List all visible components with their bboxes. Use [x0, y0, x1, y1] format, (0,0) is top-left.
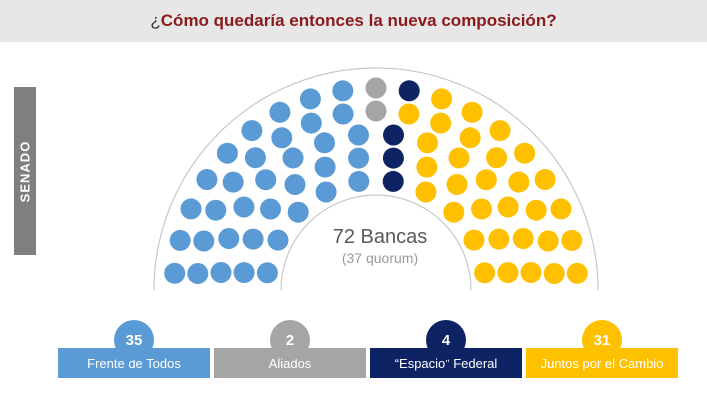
seat-dot	[543, 263, 565, 284]
legend-item-aliados: Aliados 2	[214, 320, 366, 380]
seat-dot	[332, 80, 354, 102]
seat-dot	[196, 169, 218, 190]
seat-dot	[233, 196, 255, 218]
page-title: Cómo quedaría entonces la nueva composic…	[160, 11, 557, 30]
seat-dot	[164, 262, 186, 284]
seat-dot	[241, 120, 263, 142]
seat-dot	[267, 229, 289, 251]
seat-dot	[382, 147, 404, 169]
seat-dot	[284, 174, 306, 195]
seat-dot	[566, 262, 588, 284]
legend-count: 31	[582, 320, 622, 360]
seat-dot	[512, 228, 534, 249]
seat-dot	[497, 196, 519, 218]
seat-dot	[314, 156, 336, 178]
legend-count: 4	[426, 320, 466, 360]
seat-dot	[169, 229, 191, 251]
seat-dot	[299, 88, 321, 110]
legend-item-frente-de-todos: Frente de Todos 35	[58, 320, 210, 380]
seat-total-label: 72 Bancas	[332, 226, 428, 248]
legend-count: 35	[114, 320, 154, 360]
seat-dot	[489, 120, 511, 142]
seat-dot	[448, 147, 470, 169]
seat-dot	[242, 228, 264, 250]
seat-dot	[193, 230, 215, 252]
seat-dot	[398, 80, 420, 102]
seat-dot	[520, 262, 542, 283]
seat-dot	[365, 100, 387, 122]
seat-dot	[461, 101, 483, 123]
seat-dot	[417, 132, 438, 154]
seat-dot	[486, 147, 508, 169]
seat-dot	[271, 127, 293, 149]
seat-dot	[332, 103, 354, 125]
seat-dot	[180, 198, 202, 220]
seat-dot	[550, 198, 572, 220]
seat-dot	[508, 171, 530, 193]
seat-dot	[443, 201, 465, 223]
legend-item-espacio-federal: “Espacio” Federal 4	[370, 320, 522, 380]
seat-dot	[210, 262, 232, 283]
seat-dot	[398, 103, 420, 125]
seat-dot	[348, 147, 370, 169]
seat-dot	[534, 169, 556, 190]
hemicycle-outer-arc	[153, 67, 599, 291]
seat-dot	[300, 112, 322, 134]
seat-dot	[497, 262, 519, 284]
seat-dot	[382, 170, 404, 192]
seat-dot	[205, 199, 227, 221]
seat-dot	[488, 228, 510, 250]
seat-dot	[463, 229, 485, 251]
seat-dot	[287, 201, 309, 223]
seat-dot	[255, 169, 277, 191]
seat-dot	[256, 262, 278, 284]
seat-dot	[475, 169, 497, 191]
legend: Frente de Todos 35 Aliados 2 “Espacio” F…	[58, 320, 680, 380]
seat-dot	[222, 171, 244, 193]
title-bar: ¿ Cómo quedaría entonces la nueva composi…	[0, 0, 707, 42]
seat-dot	[314, 132, 335, 154]
seat-dot	[446, 174, 468, 195]
legend-item-juntos-por-el-cambio: Juntos por el Cambio 31	[526, 320, 678, 380]
seat-dot	[348, 170, 370, 192]
seat-dot	[416, 156, 438, 178]
seat-dot	[282, 147, 304, 169]
seat-dot	[187, 263, 209, 284]
seat-dot	[218, 228, 240, 249]
seat-dot	[430, 112, 452, 134]
title-prefix: ¿	[150, 11, 161, 30]
seat-dot	[260, 198, 281, 220]
hemicycle-inner-arc	[280, 194, 472, 291]
seat-dot	[561, 229, 583, 251]
seat-dot	[244, 147, 266, 169]
seat-dot	[514, 142, 536, 164]
seat-dot	[525, 199, 547, 221]
quorum-label: (37 quorum)	[341, 250, 419, 266]
seat-dot	[269, 101, 291, 123]
seat-dot	[415, 181, 437, 203]
seat-dot	[459, 127, 481, 149]
seat-dot	[233, 262, 255, 284]
seat-dot	[383, 124, 404, 146]
seat-dot	[216, 142, 238, 164]
seat-dot	[315, 181, 337, 203]
seat-dot	[348, 124, 369, 146]
seat-dot	[431, 88, 453, 110]
side-tab: SENADO	[14, 87, 36, 255]
seat-dot	[537, 230, 559, 252]
seat-dot	[471, 198, 492, 220]
legend-count: 2	[270, 320, 310, 360]
seat-dot	[474, 262, 496, 284]
seat-dot	[365, 77, 387, 99]
